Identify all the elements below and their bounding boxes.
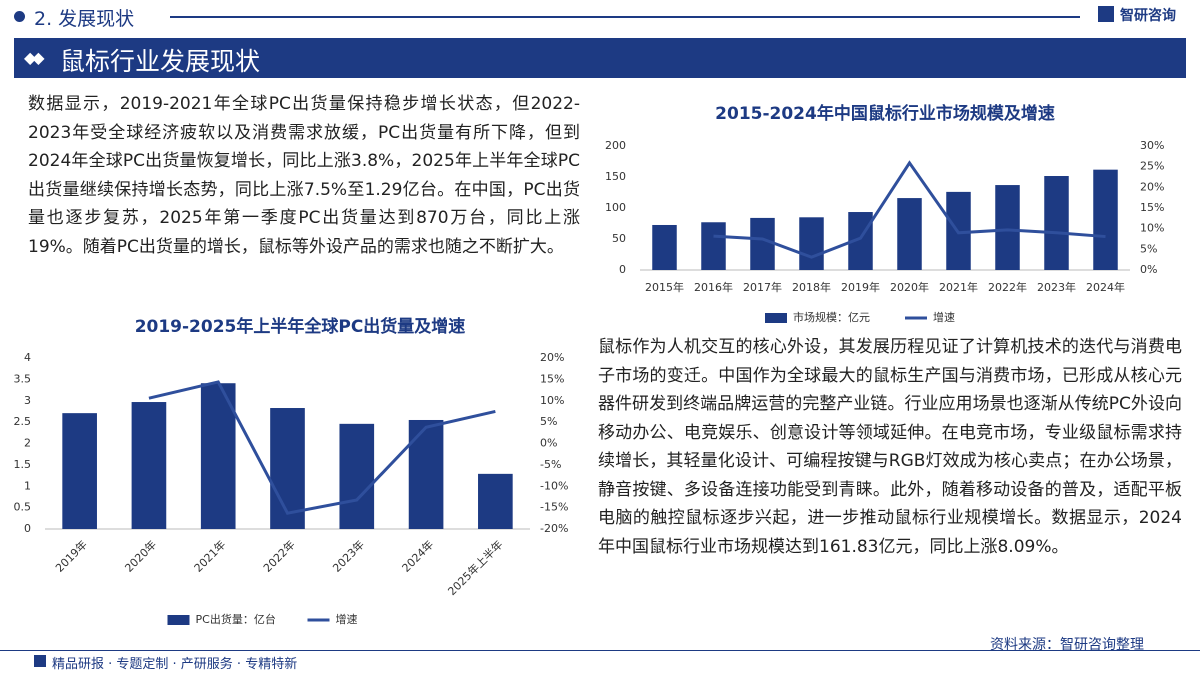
bar bbox=[478, 473, 513, 529]
y2-tick-label: -20% bbox=[540, 522, 568, 535]
y2-tick-label: 25% bbox=[1140, 160, 1164, 173]
legend-label: 增速 bbox=[336, 612, 358, 626]
y2-tick-label: -10% bbox=[540, 479, 568, 492]
footer: 精品研报 · 专题定制 · 产研服务 · 专精特新 bbox=[52, 657, 298, 672]
bar bbox=[750, 217, 775, 270]
x-tick-label: 2019年 bbox=[52, 537, 89, 574]
chart-title: 2019-2025年上半年全球PC出货量及增速 bbox=[135, 316, 466, 337]
y-tick-label: 3 bbox=[24, 394, 31, 407]
y-tick-label: 1 bbox=[24, 479, 31, 492]
bar bbox=[799, 217, 824, 270]
line bbox=[713, 160, 1106, 259]
bar bbox=[1044, 176, 1069, 270]
y-tick-label: 100 bbox=[605, 201, 626, 214]
legend-swatch bbox=[167, 615, 190, 625]
section-title: 2. 发展现状 bbox=[34, 8, 135, 30]
bar bbox=[701, 222, 726, 270]
source: 资料来源：智研咨询整理 bbox=[990, 637, 1144, 653]
y-tick-label: 0 bbox=[24, 522, 31, 535]
x-tick-label: 2018年 bbox=[792, 280, 831, 294]
y-tick-label: 1.5 bbox=[14, 458, 32, 471]
y2-tick-label: 15% bbox=[1140, 201, 1164, 214]
y-tick-label: 50 bbox=[612, 232, 626, 245]
line bbox=[148, 380, 496, 515]
y2-tick-label: 15% bbox=[540, 372, 564, 385]
x-tick-label: 2022年 bbox=[988, 280, 1027, 294]
bar bbox=[897, 198, 922, 270]
bar bbox=[995, 185, 1020, 270]
paragraph: 鼠标作为人机交互的核心外设，其发展历程见证了计算机技术的迭代与消费电子市场的变迁… bbox=[598, 337, 1182, 557]
paragraph: 数据显示，2019-2021年全球PC出货量保持稳步增长状态，但2022-202… bbox=[28, 94, 580, 257]
x-tick-label: 2021年 bbox=[939, 280, 978, 294]
legend-swatch bbox=[765, 313, 787, 323]
legend-label: 增速 bbox=[933, 310, 955, 324]
header-dot bbox=[14, 11, 25, 22]
footer-icon bbox=[34, 655, 46, 667]
logo-icon bbox=[1098, 6, 1114, 22]
bar bbox=[339, 423, 375, 529]
y2-tick-label: 10% bbox=[1140, 222, 1164, 235]
y2-tick-label: -5% bbox=[540, 458, 561, 471]
x-tick-label: 2015年 bbox=[645, 280, 684, 294]
bar bbox=[200, 383, 236, 529]
header-line bbox=[170, 16, 1080, 18]
y-tick-label: 3.5 bbox=[14, 372, 32, 385]
y2-tick-label: 20% bbox=[1140, 180, 1164, 193]
bar bbox=[408, 419, 444, 529]
x-tick-label: 2019年 bbox=[841, 280, 880, 294]
y-tick-label: 2.5 bbox=[14, 415, 32, 428]
bar bbox=[62, 413, 97, 529]
footer-line bbox=[0, 650, 1200, 651]
y2-tick-label: 10% bbox=[540, 394, 564, 407]
x-tick-label: 2016年 bbox=[694, 280, 733, 294]
bar bbox=[131, 402, 167, 529]
y-tick-label: 0 bbox=[619, 263, 626, 276]
y-tick-label: 2 bbox=[24, 437, 31, 450]
legend-label: 市场规模：亿元 bbox=[793, 310, 870, 324]
bar bbox=[652, 224, 677, 270]
y-tick-label: 150 bbox=[605, 170, 626, 183]
y2-tick-label: 5% bbox=[1140, 242, 1157, 255]
x-tick-label: 2023年 bbox=[1037, 280, 1076, 294]
x-tick-label: 2024年 bbox=[1086, 280, 1125, 294]
y-tick-label: 0.5 bbox=[14, 501, 32, 514]
title-banner bbox=[14, 38, 1186, 78]
bar bbox=[270, 408, 305, 529]
chart-title: 2015-2024年中国鼠标行业市场规模及增速 bbox=[715, 103, 1055, 124]
y2-tick-label: 0% bbox=[540, 437, 557, 450]
y2-tick-label: 5% bbox=[540, 415, 557, 428]
page-title: 鼠标行业发展现状 bbox=[60, 47, 261, 76]
x-tick-label: 2023年 bbox=[330, 537, 367, 574]
banner-icon: ◆◆ bbox=[24, 48, 45, 67]
x-tick-label: 2020年 bbox=[890, 280, 929, 294]
legend-label: PC出货量：亿台 bbox=[196, 612, 276, 626]
y-tick-label: 4 bbox=[24, 351, 31, 364]
y2-tick-label: -15% bbox=[540, 501, 568, 514]
y2-tick-label: 20% bbox=[540, 351, 564, 364]
y2-tick-label: 30% bbox=[1140, 139, 1164, 152]
x-tick-label: 2020年 bbox=[122, 537, 159, 574]
x-tick-label: 2024年 bbox=[399, 537, 436, 574]
x-tick-label: 2021年 bbox=[191, 537, 228, 574]
x-tick-label: 2017年 bbox=[743, 280, 782, 294]
x-tick-label: 2022年 bbox=[260, 537, 297, 574]
x-tick-label: 2025年上半年 bbox=[445, 537, 506, 598]
y-tick-label: 200 bbox=[605, 139, 626, 152]
y2-tick-label: 0% bbox=[1140, 263, 1157, 276]
bar bbox=[1093, 169, 1118, 270]
logo: 智研咨询 bbox=[1120, 8, 1176, 24]
